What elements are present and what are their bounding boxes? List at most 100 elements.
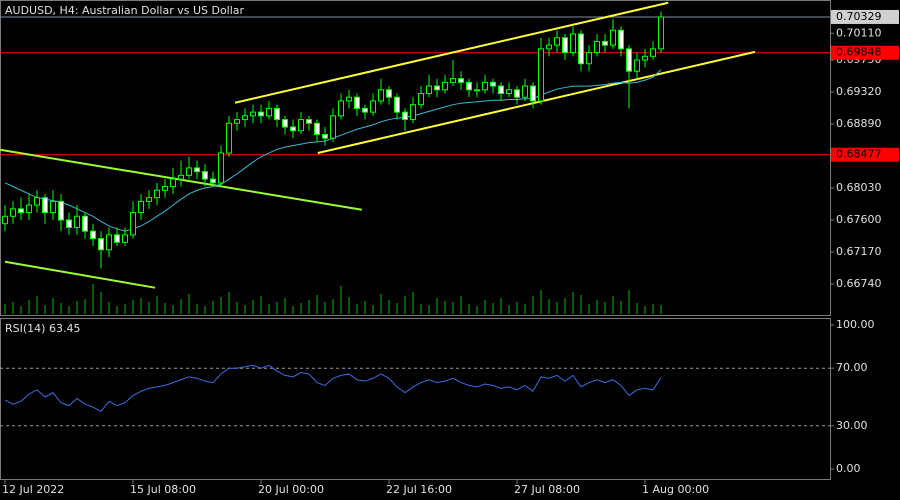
level-label: 0.68477 (836, 148, 882, 161)
candle-body (450, 78, 456, 83)
candle-body (282, 119, 288, 128)
candle-body (394, 96, 400, 113)
candle-body (202, 171, 208, 180)
candle-body (226, 122, 232, 154)
candle-body (378, 89, 384, 102)
candle-body (650, 48, 656, 57)
candle-body (610, 29, 616, 46)
candle-body (58, 200, 64, 221)
candle-body (250, 111, 256, 117)
candle-body (626, 48, 632, 72)
candle-body (634, 59, 640, 72)
candle-body (554, 37, 560, 46)
candle-body (50, 200, 56, 214)
candle-body (458, 78, 464, 83)
y-tick-label: 0.70110 (836, 26, 882, 39)
candle-body (538, 48, 544, 102)
candle-body (218, 152, 224, 184)
candle-body (290, 126, 296, 132)
candle-body (234, 119, 240, 124)
y-tick-label: 0.67170 (836, 245, 882, 258)
candle-body (26, 204, 32, 214)
candle-body (154, 189, 160, 199)
candle-body (330, 115, 336, 139)
candle-body (106, 234, 112, 251)
candle-body (602, 40, 608, 46)
level-label-box (831, 45, 899, 60)
candle-body (530, 85, 536, 102)
current-price-box (831, 9, 899, 24)
candle-body (298, 119, 304, 132)
candle-body (178, 174, 184, 180)
candle-body (506, 89, 512, 95)
candle-body (114, 234, 120, 243)
candle-body (162, 186, 168, 191)
candle-body (210, 178, 216, 184)
candle-body (82, 215, 88, 232)
trendline (317, 50, 756, 155)
candle-body (18, 208, 24, 214)
candle-body (442, 81, 448, 91)
candle-body (386, 89, 392, 98)
candle-body (186, 167, 192, 176)
y-tick-label: 0.68030 (836, 181, 882, 194)
price-panel-frame (0, 0, 831, 316)
x-tick-label: 1 Aug 00:00 (642, 483, 709, 496)
y-tick-label: 0.69320 (836, 85, 882, 98)
x-tick-label: 15 Jul 08:00 (130, 483, 196, 496)
candle-body (146, 197, 152, 202)
candle-body (594, 40, 600, 54)
candle-body (274, 107, 280, 121)
candle-body (194, 167, 200, 173)
candle-body (642, 55, 648, 61)
rsi-y-tick-label: 70.00 (836, 361, 868, 374)
rsi-y-tick-label: 0.00 (836, 462, 861, 475)
candle-body (562, 37, 568, 54)
current-price-label: 0.70329 (836, 10, 882, 23)
x-tick-label: 12 Jul 2022 (2, 483, 64, 496)
candle-body (522, 85, 528, 98)
candle-body (170, 178, 176, 188)
candle-body (482, 81, 488, 91)
candle-body (34, 197, 40, 206)
candle-body (466, 81, 472, 91)
x-tick-label: 27 Jul 08:00 (514, 483, 580, 496)
candle-body (570, 33, 576, 54)
candle-body (130, 212, 136, 236)
candle-body (306, 119, 312, 124)
candle-body (10, 208, 16, 217)
candle-body (90, 230, 96, 240)
candle-body (410, 104, 416, 121)
candle-body (314, 122, 320, 135)
trendline (234, 1, 669, 104)
candle-body (546, 44, 552, 50)
candle-body (434, 85, 440, 91)
rsi-panel-frame (0, 318, 831, 480)
y-tick-label: 0.68890 (836, 117, 882, 130)
candle-body (474, 89, 480, 92)
candle-body (266, 107, 272, 117)
candle-body (618, 29, 624, 50)
candle-body (138, 200, 144, 214)
rsi-line (4, 364, 662, 413)
candle-body (122, 234, 128, 243)
candle-body (338, 100, 344, 117)
candle-body (98, 238, 104, 251)
candle-body (498, 85, 504, 95)
candle-body (658, 16, 664, 50)
candle-body (402, 111, 408, 121)
chart-title: AUDUSD, H4: Australian Dollar vs US Doll… (5, 4, 245, 17)
candle-body (258, 111, 264, 117)
candle-body (362, 107, 368, 113)
candle-body (418, 93, 424, 106)
candle-body (578, 33, 584, 65)
candle-body (322, 133, 328, 139)
candle-body (2, 215, 8, 225)
trendline (4, 260, 156, 289)
y-tick-label: 0.67600 (836, 213, 882, 226)
rsi-title: RSI(14) 63.45 (5, 322, 80, 335)
candle-body (74, 215, 80, 228)
